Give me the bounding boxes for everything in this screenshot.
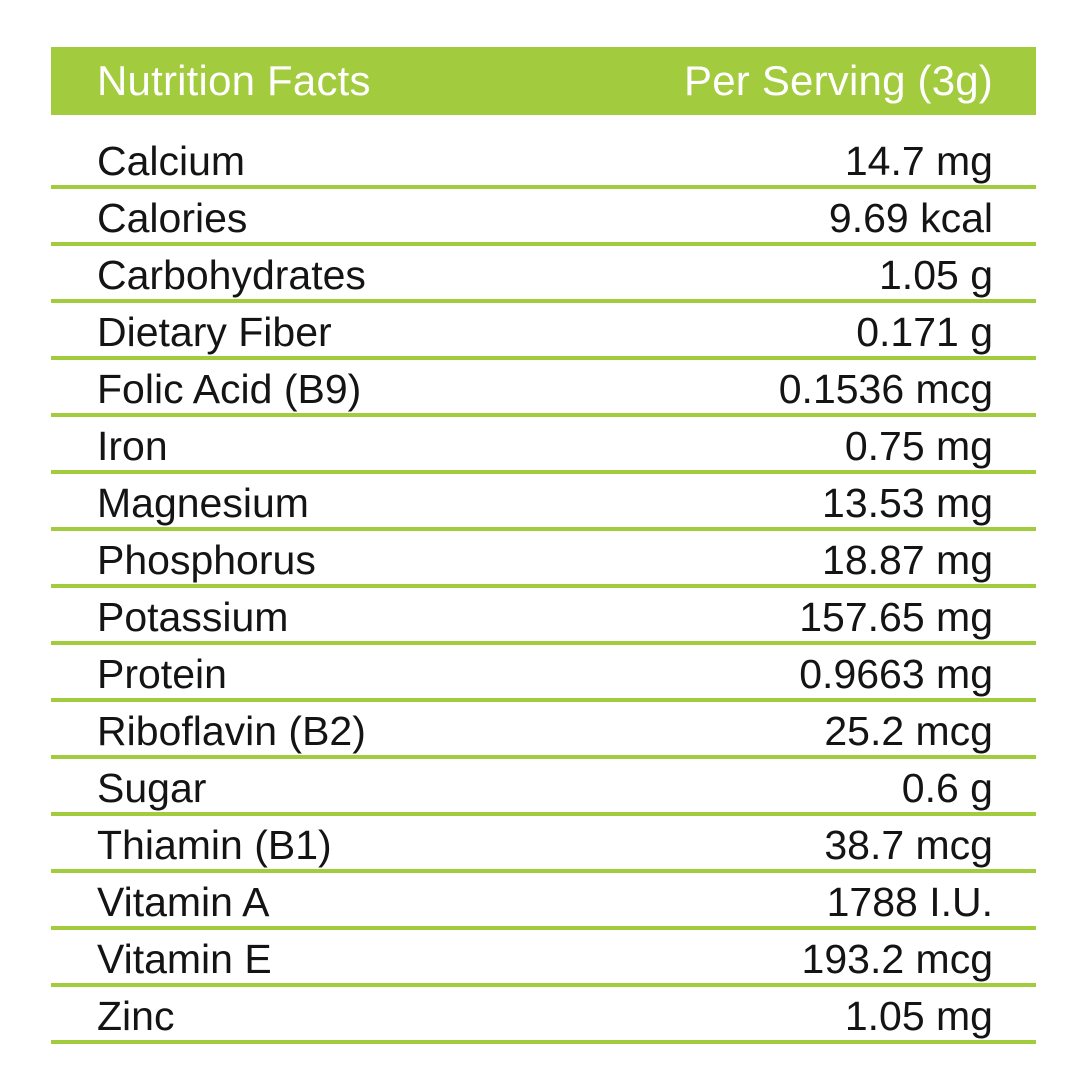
nutrient-amount: 25.2 mcg [824,708,993,754]
table-row: Calcium 14.7 mg [51,132,1036,189]
table-row: Calories 9.69 kcal [51,189,1036,246]
table-row: Zinc 1.05 mg [51,987,1036,1044]
nutrient-name: Magnesium [97,480,309,526]
nutrient-name: Protein [97,651,227,697]
nutrient-amount: 157.65 mg [799,594,993,640]
table-row: Thiamin (B1) 38.7 mcg [51,816,1036,873]
nutrient-amount: 38.7 mcg [824,822,993,868]
nutrient-amount: 1.05 mg [844,993,993,1039]
nutrient-amount: 0.75 mg [844,423,993,469]
nutrient-amount: 0.9663 mg [799,651,993,697]
table-row: Vitamin A 1788 I.U. [51,873,1036,930]
table-row: Iron 0.75 mg [51,417,1036,474]
table-row: Protein 0.9663 mg [51,645,1036,702]
nutrient-name: Carbohydrates [97,252,366,298]
nutrition-facts-table: Nutrition Facts Per Serving (3g) Calcium… [51,47,1036,1044]
nutrient-amount: 1788 I.U. [826,879,993,925]
nutrient-name: Folic Acid (B9) [97,366,362,412]
table-row: Magnesium 13.53 mg [51,474,1036,531]
nutrient-list: Calcium 14.7 mg Calories 9.69 kcal Carbohy… [51,132,1036,1044]
table-row: Dietary Fiber 0.171 g [51,303,1036,360]
nutrient-amount: 18.87 mg [822,537,993,583]
table-row: Potassium 157.65 mg [51,588,1036,645]
table-header: Nutrition Facts Per Serving (3g) [51,47,1036,115]
nutrient-name: Sugar [97,765,207,811]
nutrient-name: Dietary Fiber [97,309,332,355]
nutrient-name: Zinc [97,993,175,1039]
nutrient-name: Vitamin E [97,936,272,982]
nutrient-amount: 9.69 kcal [828,195,993,241]
table-row: Carbohydrates 1.05 g [51,246,1036,303]
nutrient-amount: 14.7 mg [844,138,993,184]
nutrient-amount: 1.05 g [879,252,993,298]
nutrient-amount: 193.2 mcg [801,936,993,982]
nutrient-name: Vitamin A [97,879,270,925]
nutrient-amount: 13.53 mg [822,480,993,526]
table-row: Riboflavin (B2) 25.2 mcg [51,702,1036,759]
table-row: Vitamin E 193.2 mcg [51,930,1036,987]
nutrient-name: Calories [97,195,248,241]
header-title: Nutrition Facts [97,57,371,104]
nutrient-name: Potassium [97,594,289,640]
table-row: Sugar 0.6 g [51,759,1036,816]
nutrient-name: Riboflavin (B2) [97,708,366,754]
table-row: Folic Acid (B9) 0.1536 mcg [51,360,1036,417]
header-serving-size: Per Serving (3g) [684,57,993,104]
nutrient-amount: 0.171 g [856,309,993,355]
table-row: Phosphorus 18.87 mg [51,531,1036,588]
nutrient-name: Iron [97,423,168,469]
nutrient-amount: 0.6 g [901,765,993,811]
nutrient-name: Calcium [97,138,246,184]
nutrient-name: Phosphorus [97,537,316,583]
nutrient-amount: 0.1536 mcg [778,366,993,412]
nutrient-name: Thiamin (B1) [97,822,332,868]
